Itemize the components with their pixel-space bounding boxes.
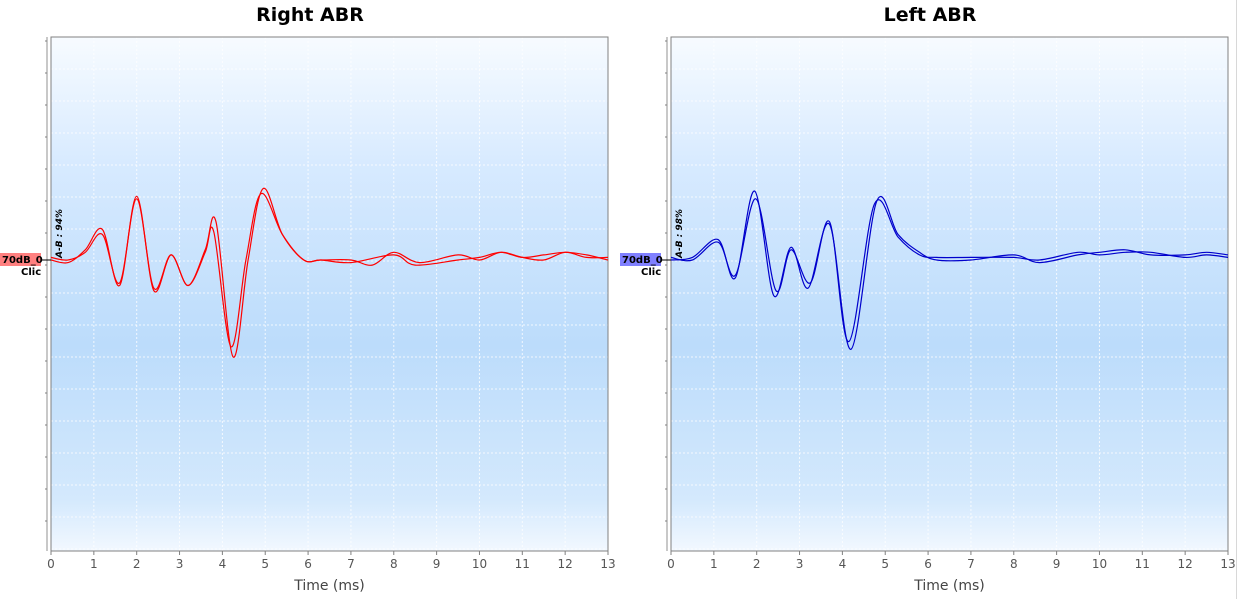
stimulus-label: Clic [21,267,41,278]
x-tick-label: 1 [90,557,98,571]
x-axis-label: Time (ms) [293,578,365,594]
x-tick-label: 1 [710,557,718,571]
x-tick-label: 0 [47,557,55,571]
x-tick-label: 4 [219,557,227,571]
plot-area [671,37,1228,551]
x-tick-label: 8 [390,557,398,571]
right-abr-panel: Right ABR 0 1 2 3 4 5 6 7 8 9 10 11 12 13 Time (ms) A-B… [0,0,620,599]
x-tick-label: 9 [1053,557,1061,571]
x-tick-label: 2 [753,557,761,571]
level-badge-text: 70dB_0 [622,255,663,266]
x-tick-label: 8 [1010,557,1018,571]
stimulus-label: Clic [641,267,661,278]
x-tick-label: 10 [472,557,487,571]
x-tick-label: 13 [600,557,615,571]
x-tick-label: 12 [1178,557,1193,571]
waveform-trace-2 [50,193,609,348]
x-tick-label: 3 [796,557,804,571]
ab-correlation-label: A-B : 98% [675,209,685,259]
left-abr-title: Left ABR [883,4,977,26]
x-tick-label: 5 [261,557,269,571]
x-tick-label: 12 [558,557,573,571]
x-tick-label: 6 [304,557,312,571]
plot-border [50,36,609,552]
waveform-trace-1 [670,190,1229,350]
x-tick-label: 10 [1092,557,1107,571]
x-tick-label: 3 [176,557,184,571]
left-abr-panel: Left ABR 0 1 2 3 4 5 6 7 8 9 10 11 12 13 Time (ms) A-B … [620,0,1240,599]
x-tick-label: 2 [133,557,141,571]
x-tick-label: 5 [881,557,889,571]
x-tick-label: 9 [433,557,441,571]
x-tick-label: 6 [924,557,932,571]
x-tick-label: 4 [839,557,847,571]
waveform-trace-2 [670,198,1229,343]
x-tick-label: 11 [515,557,530,571]
x-axis-label: Time (ms) [913,578,985,594]
x-tick-label: 0 [667,557,675,571]
right-abr-title: Right ABR [256,4,364,26]
window-edge-divider [1236,0,1237,599]
x-tick-label: 11 [1135,557,1150,571]
plot-border [670,36,1229,552]
ab-correlation-label: A-B : 94% [55,209,65,259]
plot-area [51,37,608,551]
level-badge [0,253,41,266]
x-tick-label: 7 [347,557,355,571]
x-tick-label: 13 [1220,557,1235,571]
level-badge-text: 70dB_0 [2,255,43,266]
x-tick-label: 7 [967,557,975,571]
level-badge [620,253,661,266]
